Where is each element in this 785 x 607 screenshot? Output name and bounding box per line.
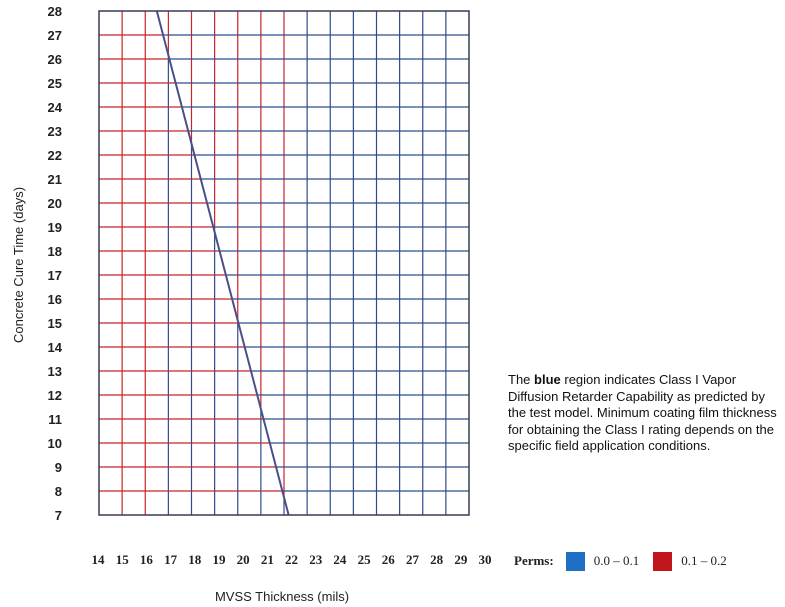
y-tick-label: 23 — [48, 124, 62, 139]
x-tick-label: 30 — [479, 552, 492, 567]
x-tick-label: 22 — [285, 552, 298, 567]
y-tick-label: 7 — [55, 508, 62, 523]
legend-swatch-blue — [565, 551, 585, 571]
y-tick-label: 9 — [55, 460, 62, 475]
x-tick-label: 20 — [237, 552, 250, 567]
y-tick-label: 27 — [48, 28, 62, 43]
x-tick-label: 21 — [261, 552, 274, 567]
y-tick-label: 24 — [48, 100, 63, 115]
x-tick-labels: 14 15 16 17 18 19 20 21 22 23 24 25 26 27 28 29 30 — [92, 552, 492, 567]
y-tick-label: 18 — [48, 244, 62, 259]
y-tick-label: 8 — [55, 484, 62, 499]
y-tick-label: 25 — [48, 76, 62, 91]
y-tick-label: 16 — [48, 292, 62, 307]
y-tick-label: 20 — [48, 196, 62, 211]
legend-swatch-red — [653, 551, 673, 571]
y-tick-label: 15 — [48, 316, 62, 331]
y-tick-label: 22 — [48, 148, 62, 163]
y-tick-label: 14 — [48, 340, 63, 355]
x-tick-label: 14 — [92, 552, 106, 567]
note-suffix: region indicates Class I Vapor Diffusion… — [508, 372, 777, 453]
x-tick-label: 15 — [116, 552, 130, 567]
note-prefix: The — [508, 372, 535, 387]
legend-label-red: 0.1 – 0.2 — [681, 553, 727, 568]
y-tick-label: 19 — [48, 220, 62, 235]
note-bold: blue — [534, 372, 561, 387]
x-axis-title: MVSS Thickness (mils) — [215, 589, 349, 604]
legend-title: Perms: — [514, 553, 554, 568]
x-tick-label: 19 — [212, 552, 226, 567]
y-tick-label: 28 — [48, 4, 62, 19]
y-tick-label: 10 — [48, 436, 62, 451]
y-tick-label: 26 — [48, 52, 62, 67]
y-tick-label: 21 — [48, 172, 62, 187]
x-tick-label: 29 — [454, 552, 468, 567]
x-tick-label: 18 — [188, 552, 202, 567]
chart-grid — [99, 11, 469, 515]
y-tick-label: 17 — [48, 268, 62, 283]
x-tick-label: 26 — [382, 552, 396, 567]
x-tick-label: 16 — [140, 552, 154, 567]
x-tick-label: 28 — [430, 552, 444, 567]
legend-label-blue: 0.0 – 0.1 — [593, 553, 640, 568]
y-tick-label: 12 — [48, 388, 62, 403]
x-tick-label: 27 — [406, 552, 420, 567]
legend: Perms: 0.0 – 0.1 0.1 – 0.2 — [514, 549, 741, 573]
x-tick-label: 17 — [164, 552, 178, 567]
y-tick-label: 11 — [48, 412, 62, 427]
y-axis-title: Concrete Cure Time (days) — [11, 187, 26, 343]
x-tick-label: 25 — [358, 552, 372, 567]
boundary-line — [155, 10, 290, 516]
y-tick-label: 13 — [48, 364, 62, 379]
x-tick-label: 24 — [333, 552, 347, 567]
plot-frame — [98, 10, 470, 516]
y-tick-labels: 7 8 9 10 11 12 13 14 15 16 17 18 19 20 21 22 23 24 25 26 27 2… — [48, 4, 63, 523]
x-tick-label: 23 — [309, 552, 323, 567]
chart-description: The blue region indicates Class I Vapor … — [508, 372, 778, 455]
